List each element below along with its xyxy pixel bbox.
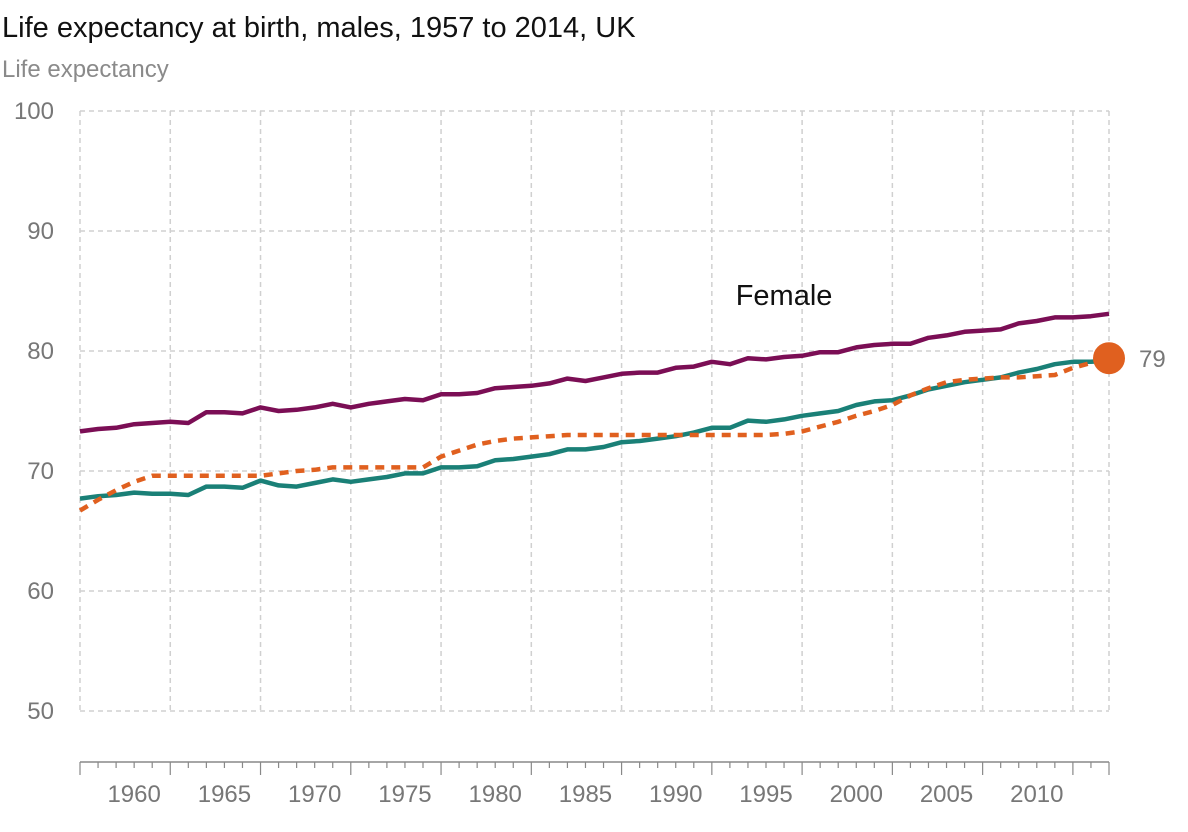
axes: 50 60 70 80 90 100 1960 1965 1970 1975 1980 1985 199… bbox=[14, 98, 1110, 808]
series-label-female: Female bbox=[736, 280, 833, 312]
x-tick-label-1980: 1980 bbox=[469, 781, 522, 808]
y-tick-label-50: 50 bbox=[27, 698, 54, 725]
x-tick-label-2005: 2005 bbox=[920, 781, 973, 808]
series-lines bbox=[78, 311, 1110, 513]
x-tick-label-1960: 1960 bbox=[107, 781, 160, 808]
x-tick-label-2010: 2010 bbox=[1010, 781, 1063, 808]
y-tick-label-70: 70 bbox=[27, 458, 54, 485]
x-tick-label-1965: 1965 bbox=[198, 781, 251, 808]
chart-labels: Female 79 bbox=[736, 280, 1166, 375]
series-line-male bbox=[79, 358, 1110, 501]
end-point-marker bbox=[1093, 342, 1125, 375]
y-tick-label-60: 60 bbox=[27, 578, 54, 605]
series-line-male-dashed bbox=[78, 356, 1110, 513]
chart-title: Life expectancy at birth, males, 1957 to… bbox=[2, 12, 636, 44]
grid-lines bbox=[79, 110, 1110, 712]
series-line-female bbox=[79, 311, 1110, 434]
x-tick-label-2000: 2000 bbox=[830, 781, 883, 808]
x-tick-label-1990: 1990 bbox=[649, 781, 702, 808]
x-tick-label-1995: 1995 bbox=[739, 781, 792, 808]
x-tick-label-1985: 1985 bbox=[559, 781, 612, 808]
y-tick-label-100: 100 bbox=[14, 98, 54, 125]
x-tick-label-1975: 1975 bbox=[378, 781, 431, 808]
chart-subtitle: Life expectancy bbox=[2, 56, 169, 83]
y-tick-label-80: 80 bbox=[27, 338, 54, 365]
end-point-label: 79 bbox=[1139, 346, 1166, 373]
x-tick-label-1970: 1970 bbox=[288, 781, 341, 808]
y-tick-label-90: 90 bbox=[27, 218, 54, 245]
